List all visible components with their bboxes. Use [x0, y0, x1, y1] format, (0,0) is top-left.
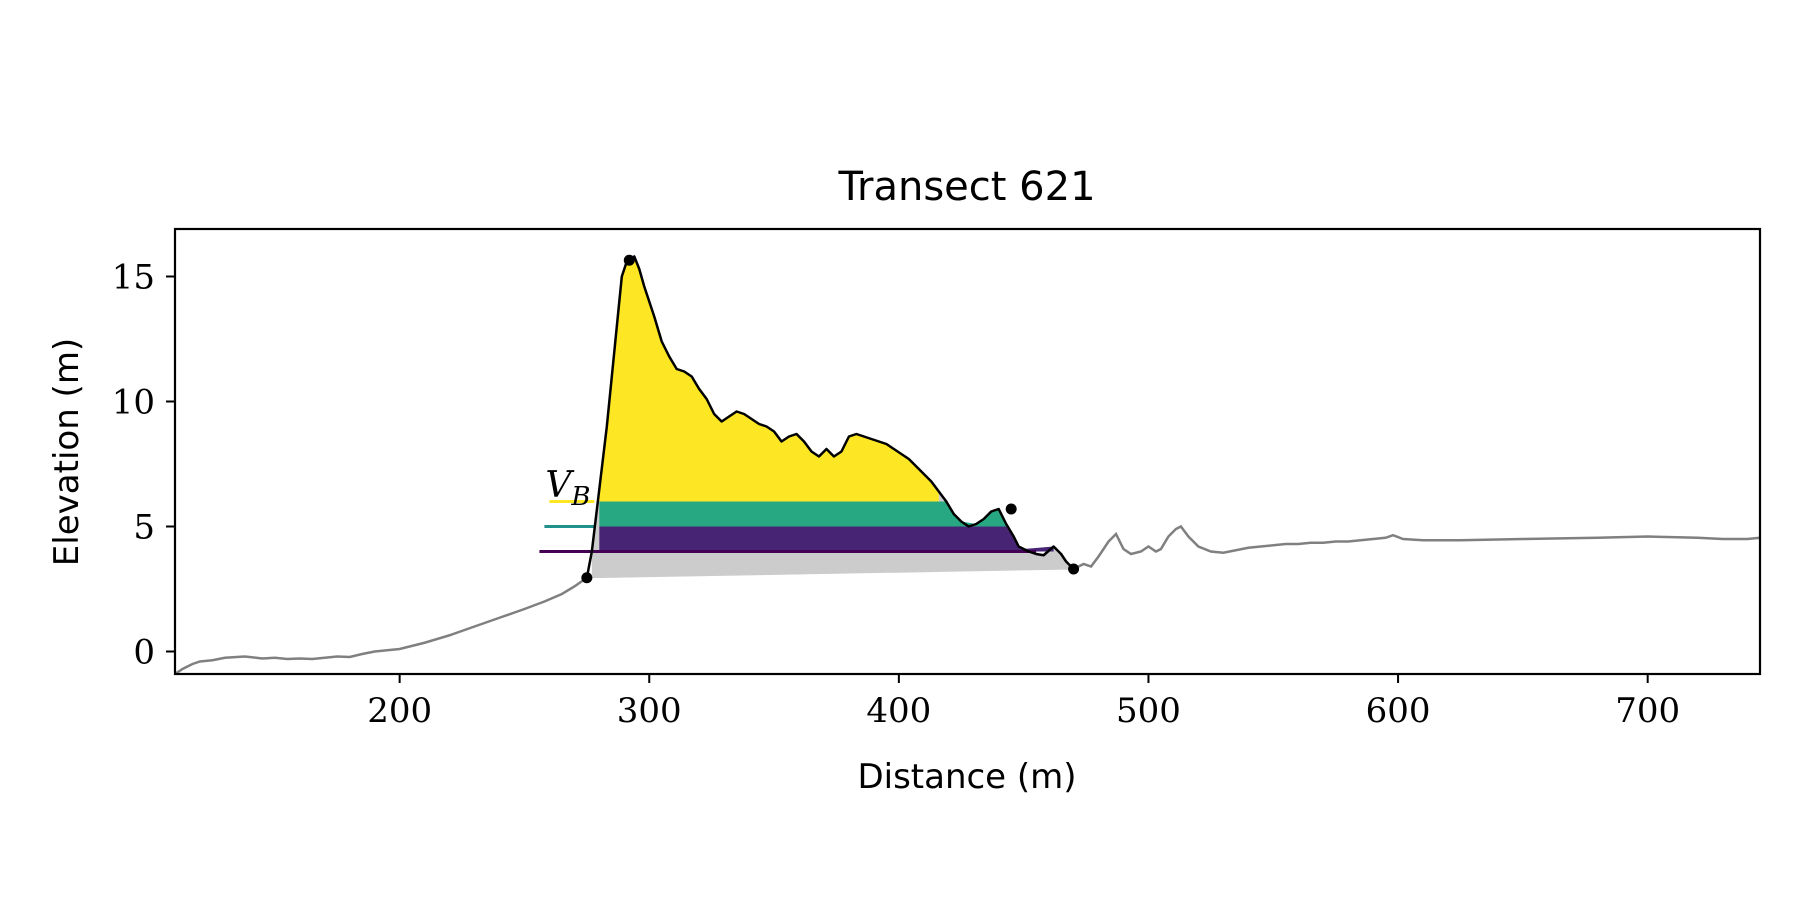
x-axis-label: Distance (m): [857, 757, 1076, 797]
marker-point: [581, 572, 593, 584]
plot-frame: [173, 227, 1762, 676]
chart-title: Transect 621: [837, 164, 1095, 210]
x-tick-label: 500: [1116, 691, 1181, 731]
yellow-volume-fill: [599, 256, 939, 502]
y-tick-label: 5: [133, 508, 155, 548]
volume-annotation: VB: [545, 465, 590, 512]
y-tick-label: 10: [112, 383, 155, 423]
base-edge: [586, 568, 1074, 579]
marker-group: [581, 254, 1080, 584]
dune-profile-line: [585, 255, 1075, 578]
x-tick-label: 400: [866, 691, 931, 731]
purple-volume-fill: [599, 526, 1054, 552]
plot-area: [175, 255, 1760, 674]
profile-line-left: [175, 576, 588, 674]
y-axis: 0 5 10 15: [112, 258, 175, 673]
x-tick-label: 200: [367, 691, 432, 731]
y-tick-label: 15: [112, 258, 155, 298]
x-tick-label: 300: [617, 691, 682, 731]
annotation-label: VB: [545, 465, 590, 512]
x-tick-label: 600: [1366, 691, 1431, 731]
marker-point: [623, 254, 635, 266]
y-tick-label: 0: [133, 633, 155, 673]
teal-volume-fill: [599, 501, 1007, 527]
y-axis-label: Elevation (m): [47, 338, 87, 566]
marker-point: [1068, 563, 1080, 575]
x-tick-label: 700: [1615, 691, 1680, 731]
x-axis: 200 300 400 500 600 700: [367, 674, 1680, 731]
profile-line-right: [1073, 524, 1760, 571]
marker-point: [1005, 503, 1017, 515]
